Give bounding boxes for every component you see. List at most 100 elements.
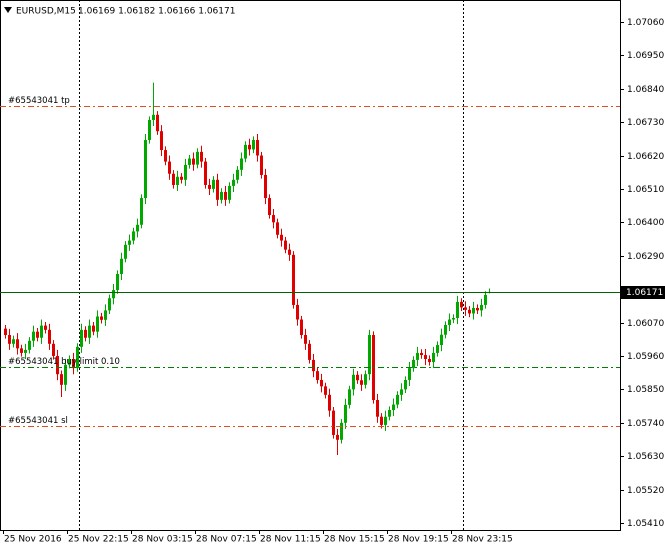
- order-label: #65543041 tp: [8, 96, 70, 106]
- candle-body: [444, 324, 447, 335]
- candle-body: [316, 371, 319, 380]
- x-tick-label: 28 Nov 11:15: [260, 535, 321, 545]
- x-tick-label: 28 Nov 15:15: [324, 535, 385, 545]
- candle-body: [240, 158, 243, 170]
- candle-body: [320, 379, 323, 387]
- y-tick-label: 1.06070: [627, 319, 664, 329]
- candle-body: [472, 307, 475, 314]
- candle-body: [52, 343, 55, 356]
- candle-body: [180, 176, 183, 180]
- last-price-label: 1.06171: [626, 288, 663, 298]
- candle-body: [336, 434, 339, 440]
- candle-body: [420, 352, 423, 356]
- candle-body: [344, 404, 347, 423]
- candle-body: [224, 191, 227, 200]
- candle-body: [484, 294, 487, 305]
- candle-body: [68, 359, 71, 365]
- candle-body: [396, 394, 399, 405]
- candle-body: [332, 410, 335, 435]
- candle-body: [256, 140, 259, 156]
- candle-body: [448, 319, 451, 325]
- candle-body: [268, 198, 271, 216]
- candle-body: [76, 346, 79, 369]
- candle-body: [220, 191, 223, 200]
- x-tick-label: 25 Nov 22:15: [68, 535, 129, 545]
- candle-body: [460, 301, 463, 308]
- candle-body: [124, 244, 127, 259]
- candle-body: [280, 234, 283, 241]
- candle-body: [288, 249, 291, 255]
- candle-body: [440, 334, 443, 346]
- candle-body: [72, 359, 75, 369]
- candle-body: [312, 359, 315, 372]
- candle-body: [388, 410, 391, 417]
- candles: [4, 82, 491, 455]
- candle-body: [44, 325, 47, 330]
- candle-body: [324, 386, 327, 395]
- candle-body: [236, 169, 239, 180]
- candle-body: [296, 304, 299, 320]
- candle-body: [284, 240, 287, 250]
- candle-body: [20, 348, 23, 353]
- candle-body: [424, 355, 427, 360]
- candle-body: [248, 144, 251, 150]
- candle-body: [212, 179, 215, 189]
- candle-body: [48, 329, 51, 344]
- candle-body: [12, 339, 15, 344]
- candle-body: [416, 352, 419, 360]
- candle-body: [260, 155, 263, 175]
- chart-title: EURUSD,M15: [16, 7, 76, 17]
- candle-body: [400, 389, 403, 395]
- candle-body: [276, 222, 279, 235]
- x-tick-label: 28 Nov 03:15: [132, 535, 193, 545]
- candle-body: [192, 158, 195, 165]
- candle-body: [340, 422, 343, 440]
- candle-body: [164, 150, 167, 162]
- candle-body: [60, 374, 63, 385]
- candle-body: [84, 329, 87, 338]
- y-tick-label: 1.05960: [627, 352, 664, 362]
- y-tick-label: 1.06840: [627, 85, 664, 95]
- candle-body: [152, 114, 155, 120]
- candle-body: [160, 131, 163, 151]
- order-label: #65543041 sl: [8, 416, 68, 426]
- last-price-box: [621, 286, 665, 299]
- x-tick-label: 28 Nov 19:15: [388, 535, 449, 545]
- y-tick-label: 1.05630: [627, 452, 664, 462]
- candle-body: [360, 380, 363, 385]
- candle-body: [476, 307, 479, 311]
- candle-body: [352, 374, 355, 390]
- quote: 1.06169 1.06182 1.06166 1.06171: [78, 7, 235, 17]
- menu-icon[interactable]: [4, 7, 12, 13]
- candle-body: [196, 151, 199, 165]
- candle-body: [24, 349, 27, 353]
- y-tick-label: 1.06510: [627, 185, 664, 195]
- candle-body: [468, 309, 471, 314]
- y-tick-label: 1.05740: [627, 419, 664, 429]
- candle-body: [168, 161, 171, 174]
- candle-body: [148, 119, 151, 141]
- candle-body: [8, 335, 11, 344]
- candle-body: [156, 114, 159, 132]
- candle-body: [308, 343, 311, 360]
- candle-body: [96, 316, 99, 332]
- candle-body: [436, 345, 439, 353]
- y-tick-label: 1.05850: [627, 385, 664, 395]
- candle-body: [456, 301, 459, 318]
- candle-body: [172, 173, 175, 185]
- candle-body: [112, 290, 115, 299]
- candle-body: [348, 389, 351, 405]
- candle-body: [108, 298, 111, 311]
- candle-body: [252, 140, 255, 150]
- y-tick-label: 1.06620: [627, 152, 664, 162]
- candle-body: [364, 374, 367, 385]
- candle-body: [4, 328, 7, 336]
- candle-body: [452, 318, 455, 320]
- candle-body: [464, 307, 467, 310]
- y-tick-label: 1.06400: [627, 218, 664, 228]
- candle-body: [104, 310, 107, 320]
- candle-body: [16, 339, 19, 349]
- candle-body: [392, 404, 395, 411]
- y-tick-label: 1.05520: [627, 486, 664, 496]
